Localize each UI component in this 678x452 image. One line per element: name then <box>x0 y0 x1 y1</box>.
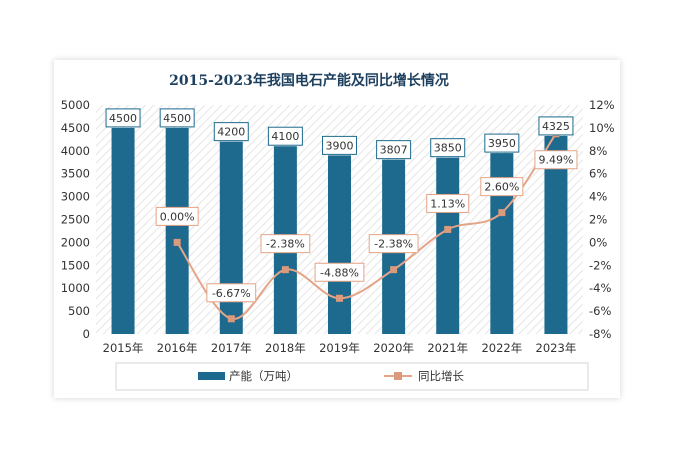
growth-marker <box>173 238 181 246</box>
y-right-tick: 12% <box>589 98 615 112</box>
bar-data-label: 4100 <box>271 130 299 143</box>
growth-data-label: -2.38% <box>266 238 305 251</box>
y-right-axis: -8% -6% -4% -2% 0% 2% 4% 6% 8% 10% 12% <box>589 98 615 341</box>
y-left-tick: 2000 <box>61 235 90 249</box>
line-label-box <box>480 177 524 197</box>
growth-marker <box>281 266 289 274</box>
y-left-tick: 4000 <box>61 144 90 158</box>
y-right-tick: 10% <box>589 121 615 135</box>
bar-label-box <box>538 116 574 136</box>
growth-data-label: -2.38% <box>374 238 413 251</box>
line-label-box <box>426 193 470 213</box>
y-right-tick: -2% <box>589 258 611 272</box>
y-right-tick: -4% <box>589 281 611 295</box>
growth-data-label: -4.88% <box>320 266 359 279</box>
bar-label-box <box>322 135 357 155</box>
bar-data-labels: 4500 4500 4200 4100 3900 3807 3850 3950 4325 <box>105 108 574 160</box>
x-axis: 2015年 2016年 2017年 2018年 2019年 2020年 2021年 2022年… <box>103 341 577 355</box>
legend-line-marker <box>394 372 402 380</box>
bar <box>544 135 568 334</box>
line-data-labels: 0.00% -6.67% -2.38% -4.88% -2.38% 1.13% 2.60% 9… <box>155 150 578 303</box>
growth-marker <box>390 266 398 274</box>
legend-fade-overlay <box>454 364 564 389</box>
bar <box>436 157 460 334</box>
bar-label-box <box>267 126 303 146</box>
x-tick: 2018年 <box>265 341 306 355</box>
bar-label-box <box>484 133 520 153</box>
bar-label-box <box>376 140 412 160</box>
bar <box>165 127 189 335</box>
line-label-box <box>206 283 257 303</box>
chart-title: 2015-2023年我国电石产能及同比增长情况 <box>169 72 449 89</box>
y-right-tick: 8% <box>589 144 607 158</box>
bar <box>219 141 243 334</box>
line-label-box <box>368 234 419 254</box>
x-tick: 2017年 <box>211 341 252 355</box>
y-right-tick: -8% <box>589 327 611 341</box>
growth-marker <box>336 294 343 302</box>
bar <box>111 127 135 335</box>
y-right-tick: -6% <box>589 304 611 318</box>
x-tick: 2023年 <box>536 341 577 355</box>
y-left-tick: 2500 <box>61 213 90 227</box>
y-left-axis: 0 500 1000 1500 2000 2500 3000 3500 4000 4500 5000 <box>61 98 90 341</box>
growth-data-label: 2.60% <box>484 181 519 194</box>
growth-marker <box>444 225 452 233</box>
bar-label-box <box>159 108 195 128</box>
y-left-tick: 4500 <box>61 121 90 135</box>
x-tick: 2022年 <box>481 341 522 355</box>
bar-data-label: 4500 <box>163 112 191 125</box>
legend-line-label: 同比增长 <box>418 369 464 383</box>
x-tick: 2021年 <box>427 341 468 355</box>
y-right-tick: 6% <box>589 167 607 181</box>
growth-data-label: 9.49% <box>538 154 573 167</box>
growth-marker <box>227 315 235 323</box>
growth-marker <box>498 209 506 217</box>
line-label-box <box>155 206 199 226</box>
y-left-tick: 5000 <box>61 98 90 112</box>
bar-data-label: 4500 <box>109 112 137 125</box>
bar-series <box>111 127 568 335</box>
y-right-tick: 4% <box>589 190 607 204</box>
bar-label-box <box>430 138 466 158</box>
line-label-box <box>260 234 311 254</box>
bar-data-label: 3807 <box>380 144 408 157</box>
y-left-tick: 500 <box>68 304 90 318</box>
growth-data-label: 0.00% <box>160 210 195 223</box>
legend-bar-swatch <box>198 372 225 380</box>
legend: 产能（万吨） 同比增长 <box>115 362 589 391</box>
y-left-tick: 0 <box>83 327 90 341</box>
x-tick: 2015年 <box>103 341 144 355</box>
line-label-box <box>314 262 365 282</box>
y-right-tick: 2% <box>589 213 607 227</box>
x-tick: 2016年 <box>157 341 198 355</box>
bar-data-label: 3900 <box>326 139 354 152</box>
bar <box>490 153 514 334</box>
line-label-box <box>534 150 578 170</box>
bar-label-box <box>213 122 249 142</box>
bar-data-label: 4200 <box>217 126 245 139</box>
y-right-tick: 0% <box>589 235 607 249</box>
bar-data-label: 3850 <box>434 142 462 155</box>
y-left-tick: 3500 <box>61 167 90 181</box>
y-left-tick: 3000 <box>61 190 90 204</box>
x-tick: 2019年 <box>319 341 360 355</box>
growth-data-label: 1.13% <box>430 197 465 210</box>
bar-data-label: 3950 <box>488 137 516 150</box>
chart: 2015-2023年我国电石产能及同比增长情况 0 500 1000 1500 2000… <box>61 72 615 391</box>
bar <box>328 155 351 334</box>
y-left-tick: 1000 <box>61 281 90 295</box>
bar-data-label: 4325 <box>542 120 570 133</box>
chart-card: 2015-2023年我国电石产能及同比增长情况 0 500 1000 1500 2000… <box>54 60 620 398</box>
bar-label-box <box>105 108 141 128</box>
x-tick: 2020年 <box>373 341 414 355</box>
y-left-tick: 1500 <box>61 258 90 272</box>
legend-bar-label: 产能（万吨） <box>229 369 298 383</box>
growth-data-label: -6.67% <box>212 287 251 300</box>
